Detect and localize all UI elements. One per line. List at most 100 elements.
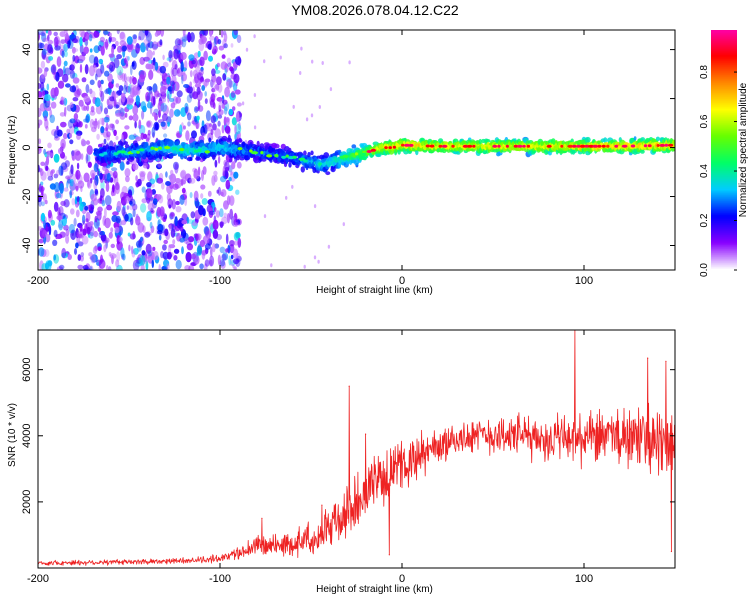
noise-blob [63, 60, 68, 67]
colorbar-cell [711, 238, 737, 241]
noise-blob [90, 105, 95, 113]
snr-series [38, 330, 675, 566]
noise-blob [67, 119, 74, 129]
colorbar-cell [711, 134, 737, 137]
noise-blob [123, 73, 127, 83]
noise-blob [209, 30, 213, 37]
noise-blob [88, 54, 96, 64]
ridge-cell [603, 137, 608, 143]
noise-blob [84, 64, 89, 75]
colorbar-cell [711, 88, 737, 91]
ridge-peak [592, 144, 599, 148]
noise-blob [181, 36, 188, 42]
noise-blob [119, 70, 122, 79]
colorbar-cell [711, 94, 737, 97]
noise-blob [236, 161, 242, 169]
noise-blob [208, 55, 213, 62]
noise-blob [197, 243, 202, 255]
ridge-peak [630, 144, 636, 148]
colorbar-cell [711, 150, 737, 153]
noise-blob [50, 219, 56, 226]
ridge-core [361, 152, 367, 156]
noise-blob [166, 76, 171, 85]
noise-blob [50, 101, 57, 109]
colorbar-tick-label: 0.8 [699, 65, 710, 79]
colorbar-cell [711, 234, 737, 237]
colorbar-cell [711, 126, 737, 129]
noise-blob [205, 110, 211, 122]
colorbar-cell [711, 184, 737, 187]
colorbar-cell [711, 196, 737, 199]
noise-blob [217, 83, 223, 93]
noise-blob [253, 93, 257, 97]
noise-blob [89, 110, 96, 116]
colorbar-cell [711, 82, 737, 85]
noise-blob [216, 97, 223, 102]
ridge-peak [462, 144, 469, 148]
noise-blob [140, 42, 146, 53]
noise-blob [100, 62, 105, 74]
y-tick-label: -40 [21, 238, 33, 254]
noise-blob [89, 88, 93, 95]
noise-blob [118, 107, 124, 117]
ridge-peak [384, 146, 388, 150]
noise-blob [114, 99, 117, 108]
noise-blob [69, 169, 74, 177]
noise-blob [200, 184, 206, 190]
ridge-core [136, 150, 140, 154]
noise-blob [68, 223, 75, 234]
noise-blob [115, 40, 119, 47]
noise-blob [76, 133, 81, 140]
noise-blob [185, 130, 190, 141]
noise-blob [156, 194, 162, 200]
noise-blob [154, 61, 159, 71]
noise-blob [161, 182, 165, 190]
noise-blob [71, 46, 76, 54]
noise-blob [115, 215, 121, 224]
noise-blob [119, 161, 125, 171]
colorbar-tick-label: 0.6 [699, 114, 710, 128]
noise-blob [181, 38, 187, 48]
noise-blob [179, 179, 187, 185]
ridge-peak [621, 144, 628, 148]
noise-blob [48, 56, 54, 61]
noise-blob [189, 177, 196, 184]
noise-blob [69, 189, 73, 199]
noise-blob [216, 111, 221, 117]
noise-blob [173, 48, 179, 60]
noise-blob [134, 121, 137, 129]
colorbar-cell [711, 72, 737, 75]
colorbar-cell [711, 132, 737, 135]
colorbar-cell [711, 60, 737, 63]
noise-blob [176, 90, 183, 98]
colorbar-cell [711, 40, 737, 43]
noise-blob [303, 264, 306, 269]
noise-blob [187, 177, 192, 184]
noise-blob [135, 175, 138, 182]
noise-blob [220, 189, 227, 198]
noise-blob [40, 161, 46, 166]
noise-blob [95, 68, 103, 78]
ridge-cell [330, 166, 336, 173]
colorbar-cell [711, 250, 737, 253]
noise-blob [214, 128, 221, 139]
noise-blob [187, 219, 194, 225]
noise-blob [60, 138, 66, 150]
top-y-axis-label: Frequency (Hz) [7, 116, 18, 185]
noise-blob [113, 57, 120, 69]
noise-blob [163, 259, 170, 268]
bottom-x-axis: -200 -100 0 100 [27, 330, 593, 585]
noise-blob [97, 120, 100, 130]
noise-blob [99, 90, 103, 98]
noise-blob [217, 186, 221, 196]
noise-blob [217, 254, 221, 266]
noise-blob [223, 212, 228, 218]
noise-blob [118, 85, 124, 92]
noise-blob [299, 71, 302, 75]
colorbar-cell [711, 194, 737, 197]
noise-blob [128, 115, 134, 121]
noise-blob [63, 106, 67, 117]
noise-blob [218, 104, 222, 113]
noise-blob [184, 60, 188, 71]
ridge-core [354, 152, 359, 156]
